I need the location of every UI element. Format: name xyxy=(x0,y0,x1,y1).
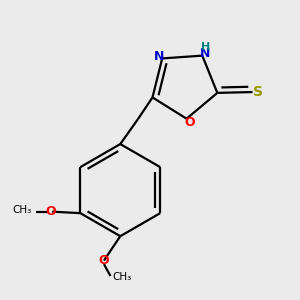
Text: CH₃: CH₃ xyxy=(112,272,131,282)
Text: N: N xyxy=(200,47,211,60)
Text: O: O xyxy=(99,254,109,267)
Text: N: N xyxy=(154,50,164,62)
Text: O: O xyxy=(184,116,195,129)
Text: CH₃: CH₃ xyxy=(13,206,32,215)
Text: S: S xyxy=(253,85,263,99)
Text: H: H xyxy=(201,42,210,52)
Text: O: O xyxy=(46,205,56,218)
